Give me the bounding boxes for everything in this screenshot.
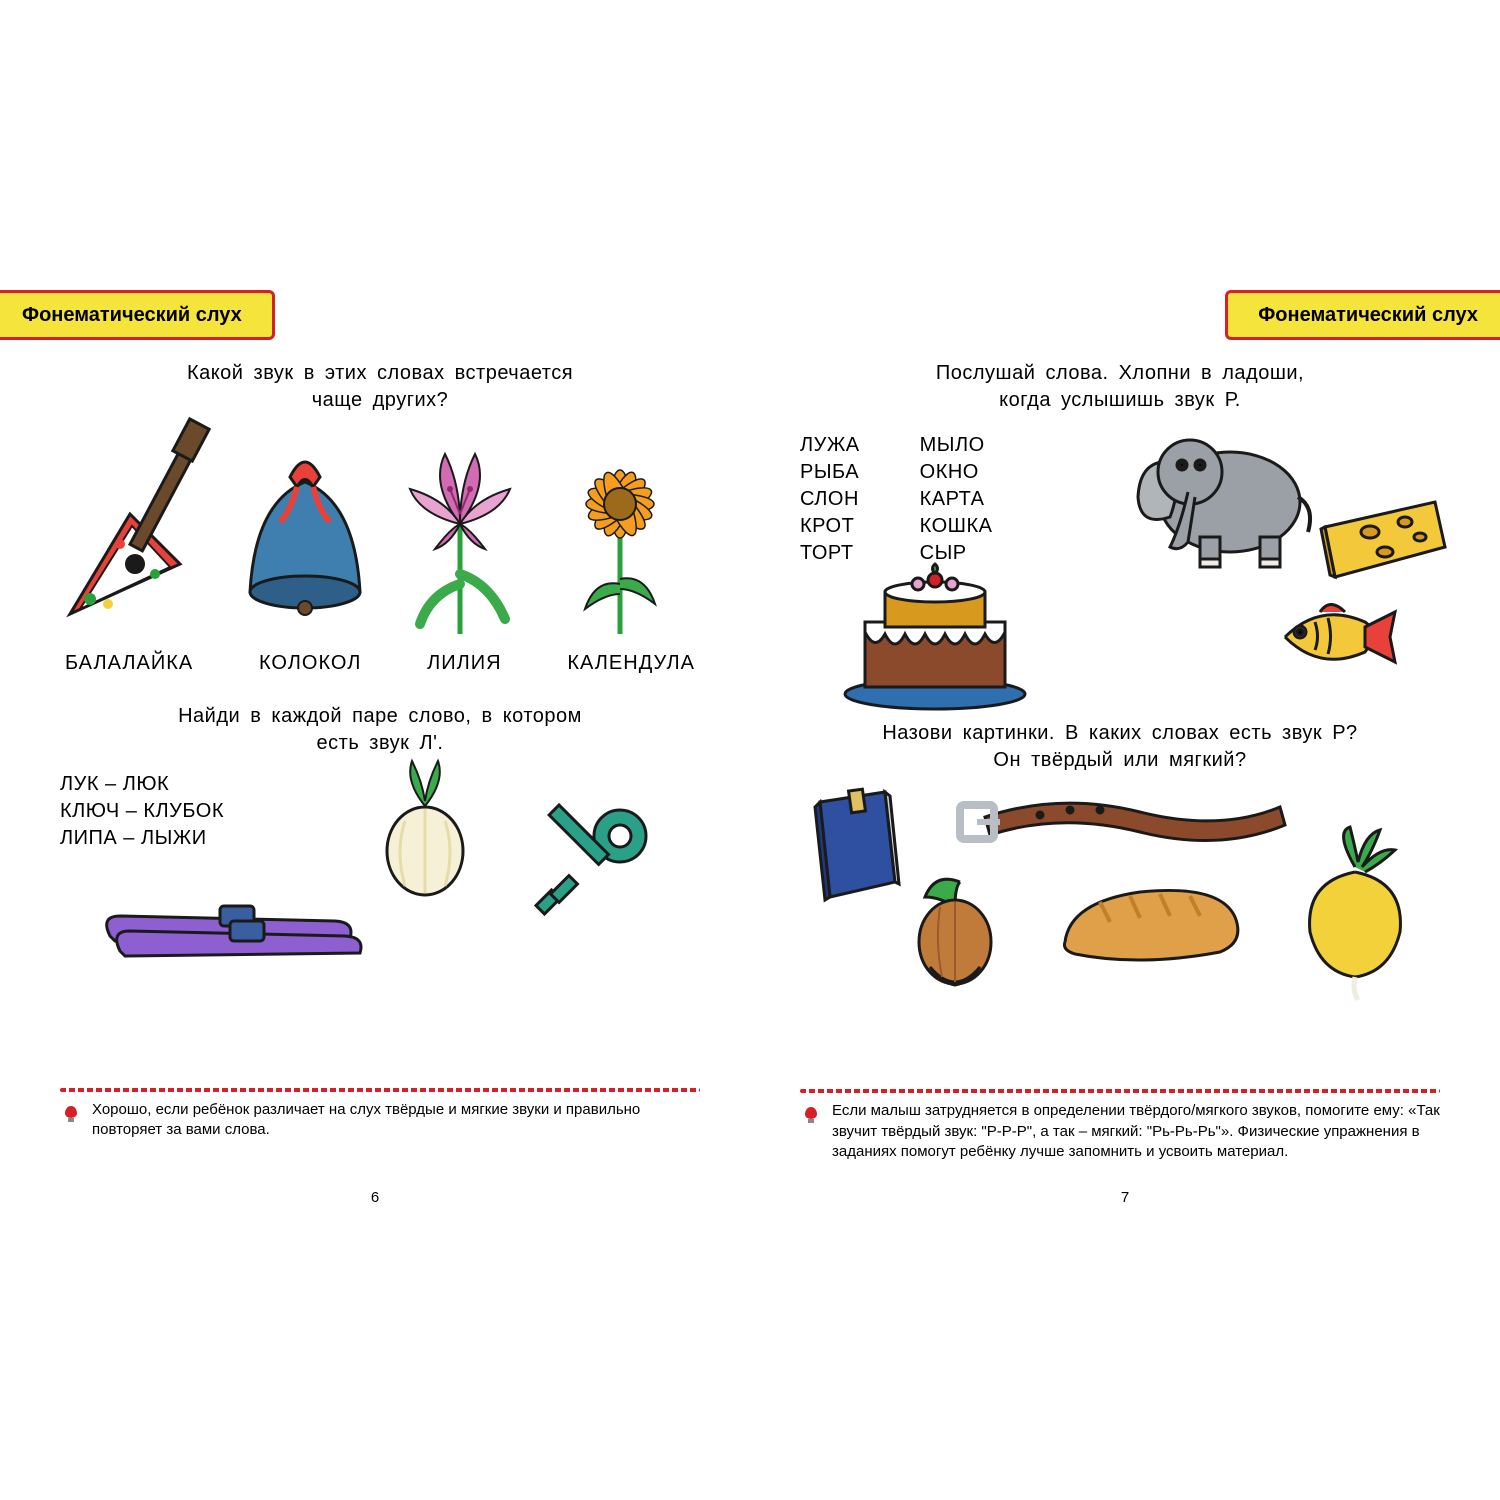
bulb-icon bbox=[60, 1100, 82, 1128]
pair: ЛУК – ЛЮК bbox=[60, 771, 310, 798]
footnote-left: Хорошо, если ребёнок различает на слух т… bbox=[60, 1100, 700, 1141]
cheese-icon bbox=[1315, 487, 1455, 597]
task2-instruction: Найди в каждой паре слово, в котором ест… bbox=[60, 703, 700, 757]
balalaika-icon bbox=[60, 414, 220, 634]
header-text: Фонематический слух bbox=[1258, 304, 1478, 327]
task2-images bbox=[800, 782, 1440, 992]
word: МЫЛО bbox=[920, 432, 993, 459]
page-right: Фонематический слух Послушай слова. Хлоп… bbox=[750, 290, 1500, 1210]
footnote-right: Если малыш затрудняется в определении тв… bbox=[800, 1101, 1440, 1162]
divider bbox=[800, 1089, 1440, 1093]
page-number: 7 bbox=[750, 1189, 1500, 1206]
elephant-icon bbox=[1120, 407, 1320, 577]
bulb-icon bbox=[800, 1101, 822, 1129]
skis-icon bbox=[90, 866, 370, 976]
task1-labels: БАЛАЛАЙКА КОЛОКОЛ ЛИЛИЯ КАЛЕНДУЛА bbox=[60, 652, 700, 675]
belt-icon bbox=[940, 777, 1300, 867]
label: КОЛОКОЛ bbox=[259, 652, 361, 675]
label: ЛИЛИЯ bbox=[427, 652, 501, 675]
header-text: Фонематический слух bbox=[22, 304, 242, 327]
onion-icon bbox=[370, 751, 480, 901]
word: РЫБА bbox=[800, 459, 860, 486]
page-left: Фонематический слух Какой звук в этих сл… bbox=[0, 290, 750, 1210]
turnip-icon bbox=[1280, 822, 1430, 1002]
book-spread: Фонематический слух Какой звук в этих сл… bbox=[0, 290, 1500, 1210]
footnote-text: Если малыш затрудняется в определении тв… bbox=[832, 1101, 1440, 1162]
bread-icon bbox=[1050, 872, 1250, 972]
pair: ЛИПА – ЛЫЖИ bbox=[60, 825, 310, 852]
label: КАЛЕНДУЛА bbox=[567, 652, 695, 675]
pair: КЛЮЧ – КЛУБОК bbox=[60, 798, 310, 825]
footnote-text: Хорошо, если ребёнок различает на слух т… bbox=[92, 1100, 700, 1141]
word: СЛОН bbox=[800, 486, 860, 513]
word: ОКНО bbox=[920, 459, 993, 486]
word: КАРТА bbox=[920, 486, 993, 513]
hazelnut-icon bbox=[900, 867, 1020, 997]
key-icon bbox=[510, 796, 660, 946]
divider bbox=[60, 1088, 700, 1092]
task1-images bbox=[60, 424, 700, 644]
task1-instruction: Послушай слова. Хлопни в ладоши, когда у… bbox=[800, 360, 1440, 414]
label: БАЛАЛАЙКА bbox=[65, 652, 193, 675]
calendula-icon bbox=[550, 434, 690, 644]
task1-instruction: Какой звук в этих словах встречается чащ… bbox=[60, 360, 700, 414]
page-number: 6 bbox=[0, 1189, 750, 1206]
task2-instruction: Назови картинки. В каких словах есть зву… bbox=[800, 720, 1440, 774]
lily-icon bbox=[390, 434, 530, 644]
book-icon bbox=[800, 782, 910, 912]
word: ЛУЖА bbox=[800, 432, 860, 459]
bell-icon bbox=[235, 442, 375, 642]
cake-icon bbox=[840, 562, 1030, 712]
header-tab-left: Фонематический слух bbox=[0, 290, 275, 340]
word: КОШКА bbox=[920, 513, 993, 540]
fish-icon bbox=[1270, 592, 1400, 682]
word: КРОТ bbox=[800, 513, 860, 540]
header-tab-right: Фонематический слух bbox=[1225, 290, 1500, 340]
